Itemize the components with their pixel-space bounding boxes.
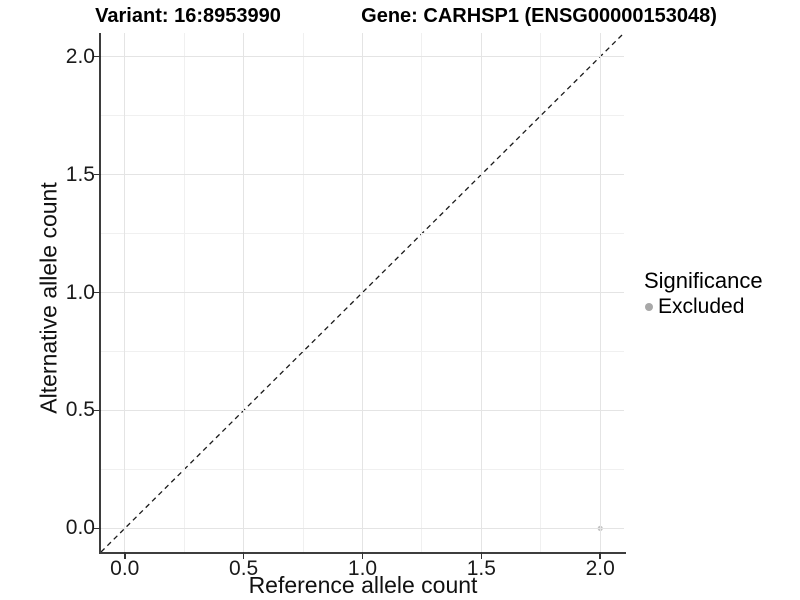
x-tick-mark	[242, 552, 245, 559]
identity-line	[100, 32, 625, 553]
y-tick-label: 0.0	[65, 516, 95, 540]
x-tick-mark	[480, 552, 483, 559]
x-tick-label: 1.5	[466, 557, 496, 580]
legend-item: Excluded	[644, 296, 763, 318]
gridline-y-major	[101, 527, 624, 529]
legend-title: Significance	[644, 268, 763, 293]
gene-title: Gene: CARHSP1 (ENSG00000153048)	[361, 5, 717, 27]
y-tick-label: 2.0	[65, 44, 95, 68]
plot-panel	[100, 32, 625, 553]
gridline-y-major	[101, 56, 624, 58]
y-tick-label: 0.5	[65, 398, 95, 422]
y-tick-mark	[94, 173, 101, 176]
variant-title: Variant: 16:8953990	[95, 5, 281, 27]
y-axis-line	[99, 33, 101, 554]
y-tick-label: 1.5	[65, 162, 95, 186]
legend-key-dot	[645, 303, 653, 311]
legend-item-label: Excluded	[658, 295, 745, 318]
gridline-y-major	[101, 292, 624, 293]
gridline-y-major	[101, 409, 624, 411]
x-tick-mark	[599, 552, 601, 559]
y-tick-mark	[94, 409, 101, 412]
legend-items: Excluded	[644, 296, 763, 318]
x-tick-label: 1.0	[347, 557, 378, 580]
y-tick-mark	[94, 527, 101, 530]
y-tick-mark	[94, 291, 101, 294]
y-tick-mark	[94, 55, 101, 58]
gridline-y-major	[101, 174, 624, 176]
x-tick-mark	[361, 552, 364, 559]
y-tick-label: 1.0	[65, 280, 95, 304]
legend: Significance Excluded	[644, 268, 763, 318]
x-tick-label: 0.0	[110, 557, 140, 580]
x-tick-mark	[124, 552, 126, 559]
x-tick-label: 2.0	[585, 557, 615, 580]
x-axis-title: Reference allele count	[248, 572, 478, 598]
x-tick-label: 0.5	[229, 557, 259, 580]
